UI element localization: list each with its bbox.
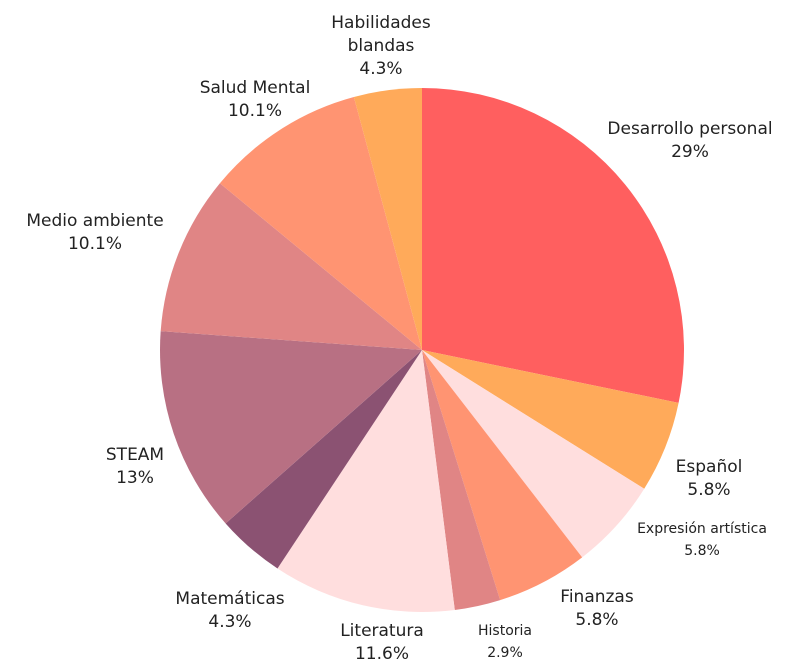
category-label: Finanzas bbox=[560, 587, 634, 607]
slice-label: Desarrollo personal 29% bbox=[607, 118, 772, 164]
slice-label: Finanzas 5.8% bbox=[560, 586, 633, 632]
value-label: 10.1% bbox=[227, 101, 283, 121]
slice-label: Literatura 11.6% bbox=[340, 620, 424, 660]
category-label: Habilidades blandas bbox=[331, 13, 431, 56]
slice-label: Habilidades blandas 4.3% bbox=[316, 12, 446, 81]
pie-slice bbox=[422, 350, 501, 610]
pie-slice bbox=[277, 350, 455, 612]
slice-label: Español 5.8% bbox=[676, 456, 743, 502]
category-label: Salud Mental bbox=[199, 78, 311, 98]
category-label: Medio ambiente bbox=[26, 211, 164, 231]
category-label: Historia bbox=[478, 623, 532, 639]
slice-label: Salud Mental 10.1% bbox=[200, 77, 311, 123]
value-label: 5.8% bbox=[684, 543, 720, 559]
pie-slice bbox=[422, 350, 679, 489]
value-label: 11.6% bbox=[354, 644, 410, 660]
category-label: Expresión artística bbox=[637, 521, 767, 537]
pie-slice bbox=[160, 331, 422, 524]
value-label: 5.8% bbox=[687, 480, 731, 500]
pie-slice bbox=[160, 183, 422, 350]
slice-label: Expresión artística 5.8% bbox=[637, 518, 767, 562]
slice-label: Medio ambiente 10.1% bbox=[26, 210, 163, 256]
category-label: Literatura bbox=[340, 621, 424, 641]
value-label: 4.3% bbox=[208, 612, 252, 632]
slice-label: STEAM 13% bbox=[106, 444, 164, 490]
category-label: Español bbox=[675, 457, 743, 477]
value-label: 5.8% bbox=[575, 610, 619, 630]
pie-slice bbox=[225, 350, 422, 569]
category-label: STEAM bbox=[105, 445, 165, 465]
value-label: 29% bbox=[671, 142, 709, 162]
value-label: 2.9% bbox=[487, 645, 523, 660]
slice-label: Historia 2.9% bbox=[478, 620, 532, 660]
slice-label: Matemáticas 4.3% bbox=[175, 588, 284, 634]
pie-slice bbox=[219, 97, 422, 350]
value-label: 4.3% bbox=[359, 59, 403, 79]
category-label: Matemáticas bbox=[175, 589, 285, 609]
pie-slice bbox=[422, 88, 684, 403]
pie-slice bbox=[422, 350, 645, 558]
value-label: 10.1% bbox=[67, 234, 123, 254]
pie-slice bbox=[422, 350, 583, 601]
category-label: Desarrollo personal bbox=[607, 119, 773, 139]
value-label: 13% bbox=[116, 468, 154, 488]
pie-slice bbox=[353, 88, 422, 350]
